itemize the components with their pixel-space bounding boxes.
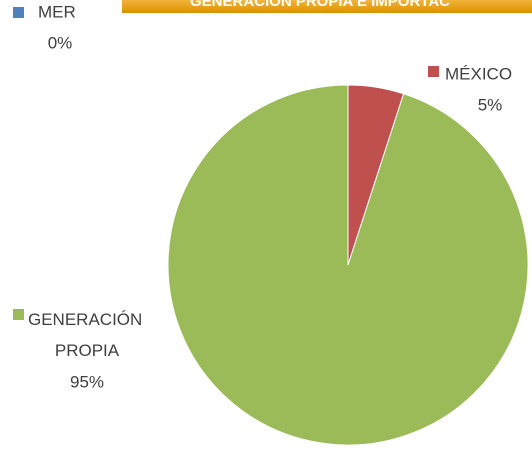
data-label-value: 95% <box>70 372 104 391</box>
data-label-name: MÉXICO <box>445 64 512 83</box>
pie-slice <box>167 84 529 446</box>
title-banner <box>122 0 532 13</box>
data-label-value: 5% <box>478 95 503 114</box>
data-label-name: GENERACIÓN PROPIA <box>28 310 142 360</box>
chart-title: GENERACIÓN PROPIA E IMPORTAC <box>190 0 450 10</box>
legend-marker <box>428 66 439 77</box>
data-label-name: MER <box>38 2 76 21</box>
legend-marker <box>13 7 24 18</box>
legend-marker <box>13 309 24 320</box>
data-label-value: 0% <box>48 33 73 52</box>
